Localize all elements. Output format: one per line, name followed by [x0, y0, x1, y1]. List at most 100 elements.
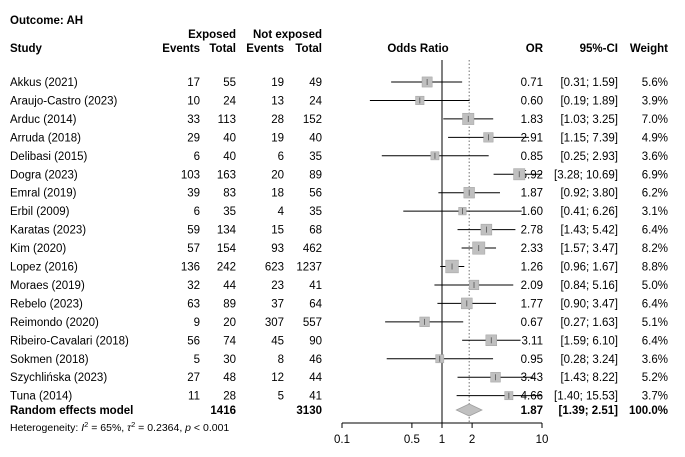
- not-exposed-total: 557: [303, 317, 322, 329]
- exposed-total: 35: [223, 206, 236, 218]
- study-name: Delibasi (2015): [10, 151, 88, 163]
- not-exposed-events: 13: [271, 95, 284, 107]
- or-value: 0.71: [521, 77, 543, 89]
- study-row: Moraes (2019) 32 44 23 41 2.09 [0.84; 5.16] 5.0…: [10, 279, 668, 292]
- or-value: 0.67: [521, 317, 543, 329]
- weight-value: 8.2%: [642, 243, 668, 255]
- exposed-events: 6: [194, 206, 200, 218]
- or-value: 1.26: [521, 262, 543, 274]
- exposed-total: 30: [223, 354, 236, 366]
- not-exposed-events: 20: [271, 169, 284, 181]
- exposed-events: 5: [194, 354, 200, 366]
- exposed-events: 39: [187, 188, 200, 200]
- study-name: Arruda (2018): [10, 132, 81, 144]
- study-rows: Akkus (2021) 17 55 19 49 0.71 [0.31; 1.59] 5.6%…: [10, 76, 668, 403]
- study-row: Erbil (2009) 6 35 4 35 1.60 [0.41; 6.26] 3.1%: [10, 206, 668, 218]
- p-value: < 0.001: [191, 422, 229, 434]
- weight-value: 6.4%: [642, 335, 668, 347]
- or-value: 0.95: [521, 354, 543, 366]
- weight-value: 3.7%: [642, 391, 668, 403]
- weight-value: 6.4%: [642, 225, 668, 237]
- i2-value: = 65%,: [88, 422, 127, 434]
- heterogeneity-prefix: Heterogeneity:: [10, 422, 81, 434]
- study-name: Karatas (2023): [10, 225, 86, 237]
- ci-value: [0.92; 3.80]: [560, 188, 618, 200]
- or-value: 0.85: [521, 151, 543, 163]
- study-name: Tuna (2014): [10, 391, 72, 403]
- not-exposed-events: 8: [278, 354, 284, 366]
- not-exposed-events: 19: [271, 77, 284, 89]
- study-row: Szychlińska (2023) 27 48 12 44 3.43 [1.43; 8.2…: [10, 372, 668, 384]
- exposed-total: 89: [223, 298, 236, 310]
- study-row: Ribeiro-Cavalari (2018) 56 74 45 90 3.11 [1.59…: [10, 334, 668, 347]
- not-exposed-total: 35: [309, 206, 322, 218]
- exposed-total: 44: [223, 280, 236, 292]
- ci-value: [1.43; 5.42]: [560, 225, 618, 237]
- not-exposed-total: 64: [309, 298, 322, 310]
- or-value: 3.11: [521, 335, 543, 347]
- exposed-total: 28: [223, 391, 236, 403]
- or-value: 3.43: [521, 372, 543, 384]
- exposed-total: 24: [223, 95, 236, 107]
- weight-value: 5.6%: [642, 77, 668, 89]
- study-name: Reimondo (2020): [10, 317, 99, 329]
- weight-value: 6.4%: [642, 298, 668, 310]
- not-exposed-events: 45: [271, 335, 284, 347]
- study-row: Karatas (2023) 59 134 15 68 2.78 [1.43; 5.42] 6…: [10, 223, 668, 237]
- exposed-events-header: Events: [162, 43, 200, 55]
- x-tick-label: 0.1: [334, 434, 350, 446]
- weight-value: 6.2%: [642, 188, 668, 200]
- ci-value: [3.28; 10.69]: [554, 169, 618, 181]
- exposed-events: 136: [181, 262, 200, 274]
- exposed-total: 134: [217, 225, 237, 237]
- x-tick-label: 1: [439, 434, 445, 446]
- study-name: Kim (2020): [10, 243, 66, 255]
- exposed-events: 33: [187, 114, 200, 126]
- or-value: 1.77: [521, 298, 543, 310]
- not-exposed-events: 18: [271, 188, 284, 200]
- pooled-diamond: [455, 403, 483, 417]
- study-name: Dogra (2023): [10, 169, 78, 181]
- study-row: Rebelo (2023) 63 89 37 64 1.77 [0.90; 3.47] 6.4…: [10, 297, 668, 310]
- x-axis: 0.1 0.5 1 2 10: [334, 60, 548, 446]
- weight-value: 3.6%: [642, 354, 668, 366]
- or-value: 2.33: [521, 243, 543, 255]
- exposed-events: 32: [187, 280, 200, 292]
- not-exposed-total: 46: [309, 354, 322, 366]
- study-row: Reimondo (2020) 9 20 307 557 0.67 [0.27; 1.63]…: [10, 316, 668, 329]
- study-row: Lopez (2016) 136 242 623 1237 1.26 [0.96; 1.67…: [10, 259, 668, 274]
- exposed-total: 74: [223, 335, 236, 347]
- not-exposed-total: 40: [309, 132, 322, 144]
- study-row: Akkus (2021) 17 55 19 49 0.71 [0.31; 1.59] 5.6%: [10, 76, 668, 89]
- weight-value: 5.2%: [642, 372, 668, 384]
- or-value: 1.87: [521, 188, 543, 200]
- exposed-events: 10: [187, 95, 200, 107]
- pooled-label: Random effects model: [10, 405, 133, 417]
- study-name: Akkus (2021): [10, 77, 78, 89]
- not-exposed-events: 93: [271, 243, 284, 255]
- ci-value: [0.19; 1.89]: [560, 95, 618, 107]
- not-exposed-events: 5: [278, 391, 284, 403]
- ci-value: [1.59; 6.10]: [560, 335, 618, 347]
- not-exposed-events: 23: [271, 280, 284, 292]
- exposed-events: 27: [187, 372, 200, 384]
- ci-value: [1.03; 3.25]: [560, 114, 618, 126]
- study-row: Araujo-Castro (2023) 10 24 13 24 0.60 [0.19; 1…: [10, 95, 668, 107]
- or-header: OR: [526, 43, 544, 55]
- exposed-total-header: Total: [209, 43, 236, 55]
- ci-value: [0.41; 6.26]: [560, 206, 618, 218]
- pooled-not-exposed-total: 3130: [296, 405, 322, 417]
- ci-value: [0.27; 1.63]: [560, 317, 618, 329]
- study-name: Moraes (2019): [10, 280, 85, 292]
- or-value: 0.60: [521, 95, 543, 107]
- pooled-weight: 100.0%: [629, 405, 668, 417]
- not-exposed-events: 15: [271, 225, 284, 237]
- not-exposed-events: 12: [271, 372, 284, 384]
- exposed-total: 20: [223, 317, 236, 329]
- pooled-or: 1.87: [521, 405, 543, 417]
- ci-value: [1.43; 8.22]: [560, 372, 618, 384]
- ci-value: [0.84; 5.16]: [560, 280, 618, 292]
- study-name: Sokmen (2018): [10, 354, 89, 366]
- not-exposed-total: 56: [309, 188, 322, 200]
- x-tick-label: 2: [469, 434, 475, 446]
